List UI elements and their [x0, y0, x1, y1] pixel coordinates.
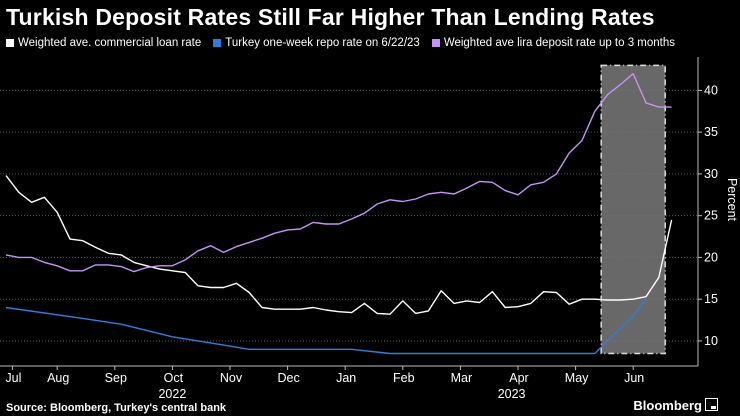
legend-swatch-loan-rate — [6, 39, 14, 47]
x-year-label-2022: 2022 — [158, 387, 186, 401]
y-tick-label-25: 25 — [704, 209, 718, 223]
y-tick-label-30: 30 — [704, 167, 718, 181]
legend-swatch-deposit-rate — [431, 39, 440, 47]
x-year-label-2023: 2023 — [498, 387, 526, 401]
legend-item-deposit-rate: Weighted ave lira deposit rate up to 3 m… — [431, 37, 676, 49]
x-tick-label-may: May — [565, 371, 589, 385]
series-line-loan-rate — [5, 175, 673, 315]
x-tick-label-feb: Feb — [393, 371, 415, 385]
highlight-region — [600, 64, 666, 355]
legend: Weighted ave. commercial loan rate Turke… — [6, 37, 675, 49]
legend-item-repo-rate: Turkey one-week repo rate on 6/22/23 — [213, 37, 420, 49]
x-tick-label-aug: Aug — [47, 371, 69, 385]
legend-label-loan-rate: Weighted ave. commercial loan rate — [18, 37, 202, 49]
y-tick-label-15: 15 — [704, 292, 718, 306]
chart-title: Turkish Deposit Rates Still Far Higher T… — [6, 4, 655, 30]
x-tick-label-nov: Nov — [220, 371, 243, 385]
x-tick-label-apr: Apr — [509, 371, 528, 385]
y-tick-label-10: 10 — [704, 334, 718, 348]
bloomberg-logo: Bloomberg — [633, 398, 718, 413]
x-tick-label-dec: Dec — [277, 371, 299, 385]
legend-label-deposit-rate: Weighted ave lira deposit rate up to 3 m… — [443, 37, 676, 49]
source-note: Source: Bloomberg, Turkey's central bank — [6, 402, 227, 414]
x-tick-label-sep: Sep — [105, 371, 127, 385]
bloomberg-mark-icon — [705, 398, 718, 411]
legend-item-loan-rate: Weighted ave. commercial loan rate — [6, 37, 201, 49]
x-tick-label-jun: Jun — [624, 371, 644, 385]
y-tick-label-20: 20 — [704, 250, 718, 264]
legend-label-repo-rate: Turkey one-week repo rate on 6/22/23 — [225, 37, 420, 49]
x-tick-label-jul: Jul — [5, 371, 21, 385]
y-axis-label: Percent — [725, 178, 739, 222]
y-tick-label-35: 35 — [704, 125, 718, 139]
series-line-repo-rate — [5, 298, 647, 355]
brand-name: Bloomberg — [633, 398, 702, 413]
legend-swatch-repo-rate — [213, 39, 222, 47]
y-tick-label-40: 40 — [704, 83, 718, 97]
series-line-deposit-rate — [5, 72, 672, 273]
x-tick-label-oct: Oct — [164, 371, 184, 385]
x-tick-label-jan: Jan — [336, 371, 356, 385]
x-tick-label-mar: Mar — [451, 371, 473, 385]
